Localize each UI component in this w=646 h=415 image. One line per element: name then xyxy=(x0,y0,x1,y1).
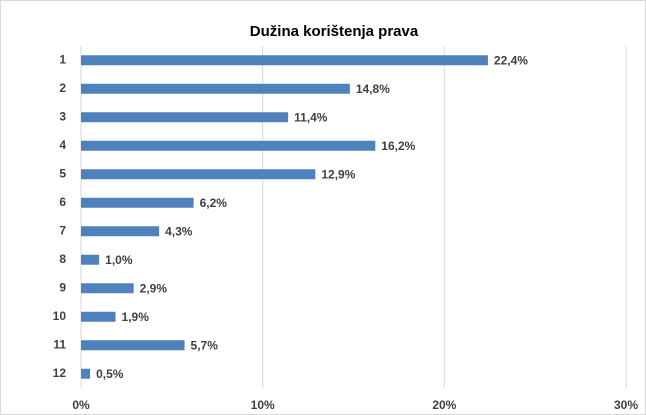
bar xyxy=(81,55,488,66)
x-tick-label: 20% xyxy=(432,398,456,412)
data-label: 12,9% xyxy=(321,167,355,181)
bar xyxy=(81,368,91,379)
bar xyxy=(81,83,350,94)
bar xyxy=(81,254,100,265)
data-label: 1,9% xyxy=(122,310,150,324)
y-tick-label: 7 xyxy=(59,223,66,237)
data-label: 5,7% xyxy=(191,338,219,352)
y-tick-label: 6 xyxy=(59,195,66,209)
y-tick-label: 1 xyxy=(59,52,66,66)
y-tick-label: 3 xyxy=(59,109,66,123)
bar xyxy=(81,340,185,351)
data-label: 6,2% xyxy=(200,196,228,210)
y-tick-label: 5 xyxy=(59,166,66,180)
bar xyxy=(81,197,194,208)
data-label: 2,9% xyxy=(140,281,168,295)
y-tick-label: 9 xyxy=(59,280,66,294)
y-tick-label: 2 xyxy=(59,81,66,95)
x-tick-label: 10% xyxy=(251,398,275,412)
y-tick-label: 4 xyxy=(59,138,66,152)
bar xyxy=(81,169,316,180)
chart-title: Dužina korištenja prava xyxy=(250,23,419,40)
x-tick-label: 30% xyxy=(614,398,638,412)
data-label: 11,4% xyxy=(294,110,328,124)
y-tick-label: 11 xyxy=(53,337,66,351)
bar xyxy=(81,283,134,294)
bar xyxy=(81,112,289,123)
data-label: 14,8% xyxy=(356,82,390,96)
data-label: 4,3% xyxy=(165,224,193,238)
bar xyxy=(81,226,160,237)
bar xyxy=(81,311,116,322)
data-label: 1,0% xyxy=(105,253,133,267)
data-label: 0,5% xyxy=(96,367,124,381)
data-label: 16,2% xyxy=(381,139,415,153)
bar xyxy=(81,140,376,151)
x-tick-label: 0% xyxy=(72,398,90,412)
y-tick-label: 12 xyxy=(53,366,67,380)
y-tick-label: 8 xyxy=(59,252,66,266)
data-label: 22,4% xyxy=(494,53,528,67)
y-tick-label: 10 xyxy=(53,309,67,323)
